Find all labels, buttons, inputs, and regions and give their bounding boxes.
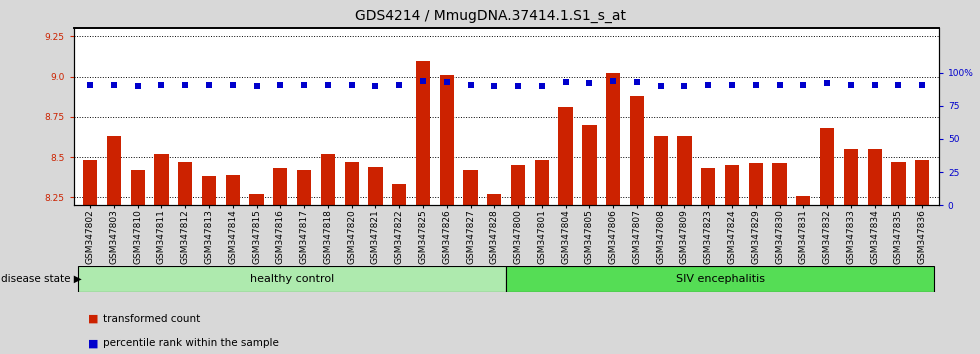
Point xyxy=(463,82,478,87)
Bar xyxy=(867,149,882,205)
Point xyxy=(891,82,907,87)
Point xyxy=(796,82,811,87)
Bar xyxy=(559,107,572,205)
Bar xyxy=(345,162,359,205)
Point xyxy=(106,82,122,87)
Bar xyxy=(630,96,644,205)
Bar xyxy=(535,160,549,205)
Point xyxy=(867,82,883,87)
Bar xyxy=(606,73,620,205)
Point xyxy=(225,82,241,87)
Text: ■: ■ xyxy=(88,338,99,348)
Bar xyxy=(891,162,906,205)
Point xyxy=(439,79,455,85)
Point xyxy=(177,82,193,87)
Point xyxy=(416,78,431,83)
Text: ■: ■ xyxy=(88,314,99,324)
Point xyxy=(344,82,360,87)
Bar xyxy=(725,165,739,205)
Text: disease state ▶: disease state ▶ xyxy=(1,274,81,284)
Bar xyxy=(654,136,667,205)
Text: transformed count: transformed count xyxy=(103,314,200,324)
Bar xyxy=(749,164,762,205)
Bar xyxy=(582,125,597,205)
Point xyxy=(129,83,145,88)
Bar xyxy=(487,194,502,205)
Bar xyxy=(796,196,810,205)
Bar xyxy=(78,266,506,292)
Text: GDS4214 / MmugDNA.37414.1.S1_s_at: GDS4214 / MmugDNA.37414.1.S1_s_at xyxy=(355,9,625,23)
Bar xyxy=(130,170,145,205)
Bar xyxy=(392,184,407,205)
Point xyxy=(558,79,573,85)
Point xyxy=(534,83,550,88)
Point xyxy=(676,83,692,88)
Point xyxy=(296,82,312,87)
Bar xyxy=(297,170,312,205)
Bar xyxy=(506,266,934,292)
Bar xyxy=(701,168,715,205)
Bar xyxy=(677,136,692,205)
Bar xyxy=(844,149,858,205)
Bar xyxy=(107,136,122,205)
Bar xyxy=(202,176,217,205)
Bar xyxy=(772,164,787,205)
Point xyxy=(771,82,787,87)
Bar xyxy=(511,165,525,205)
Bar xyxy=(915,160,929,205)
Point xyxy=(748,82,763,87)
Point xyxy=(701,82,716,87)
Bar xyxy=(83,160,97,205)
Bar xyxy=(178,162,192,205)
Point xyxy=(819,80,835,86)
Bar xyxy=(440,75,454,205)
Bar xyxy=(820,128,834,205)
Bar xyxy=(154,154,169,205)
Point xyxy=(82,82,98,87)
Point xyxy=(391,82,407,87)
Point xyxy=(486,83,502,88)
Bar xyxy=(416,61,430,205)
Text: healthy control: healthy control xyxy=(250,274,334,284)
Bar xyxy=(250,194,264,205)
Bar xyxy=(464,170,477,205)
Point xyxy=(511,83,526,88)
Point xyxy=(629,79,645,85)
Point xyxy=(581,80,597,86)
Bar xyxy=(273,168,287,205)
Point xyxy=(154,82,170,87)
Point xyxy=(272,82,288,87)
Bar xyxy=(368,167,382,205)
Point xyxy=(320,82,336,87)
Point xyxy=(653,83,668,88)
Point xyxy=(914,82,930,87)
Point xyxy=(843,82,858,87)
Point xyxy=(724,82,740,87)
Text: percentile rank within the sample: percentile rank within the sample xyxy=(103,338,278,348)
Point xyxy=(249,83,265,88)
Point xyxy=(606,78,621,83)
Text: SIV encephalitis: SIV encephalitis xyxy=(675,274,764,284)
Point xyxy=(201,82,217,87)
Bar xyxy=(320,154,335,205)
Point xyxy=(368,83,383,88)
Bar xyxy=(225,175,240,205)
